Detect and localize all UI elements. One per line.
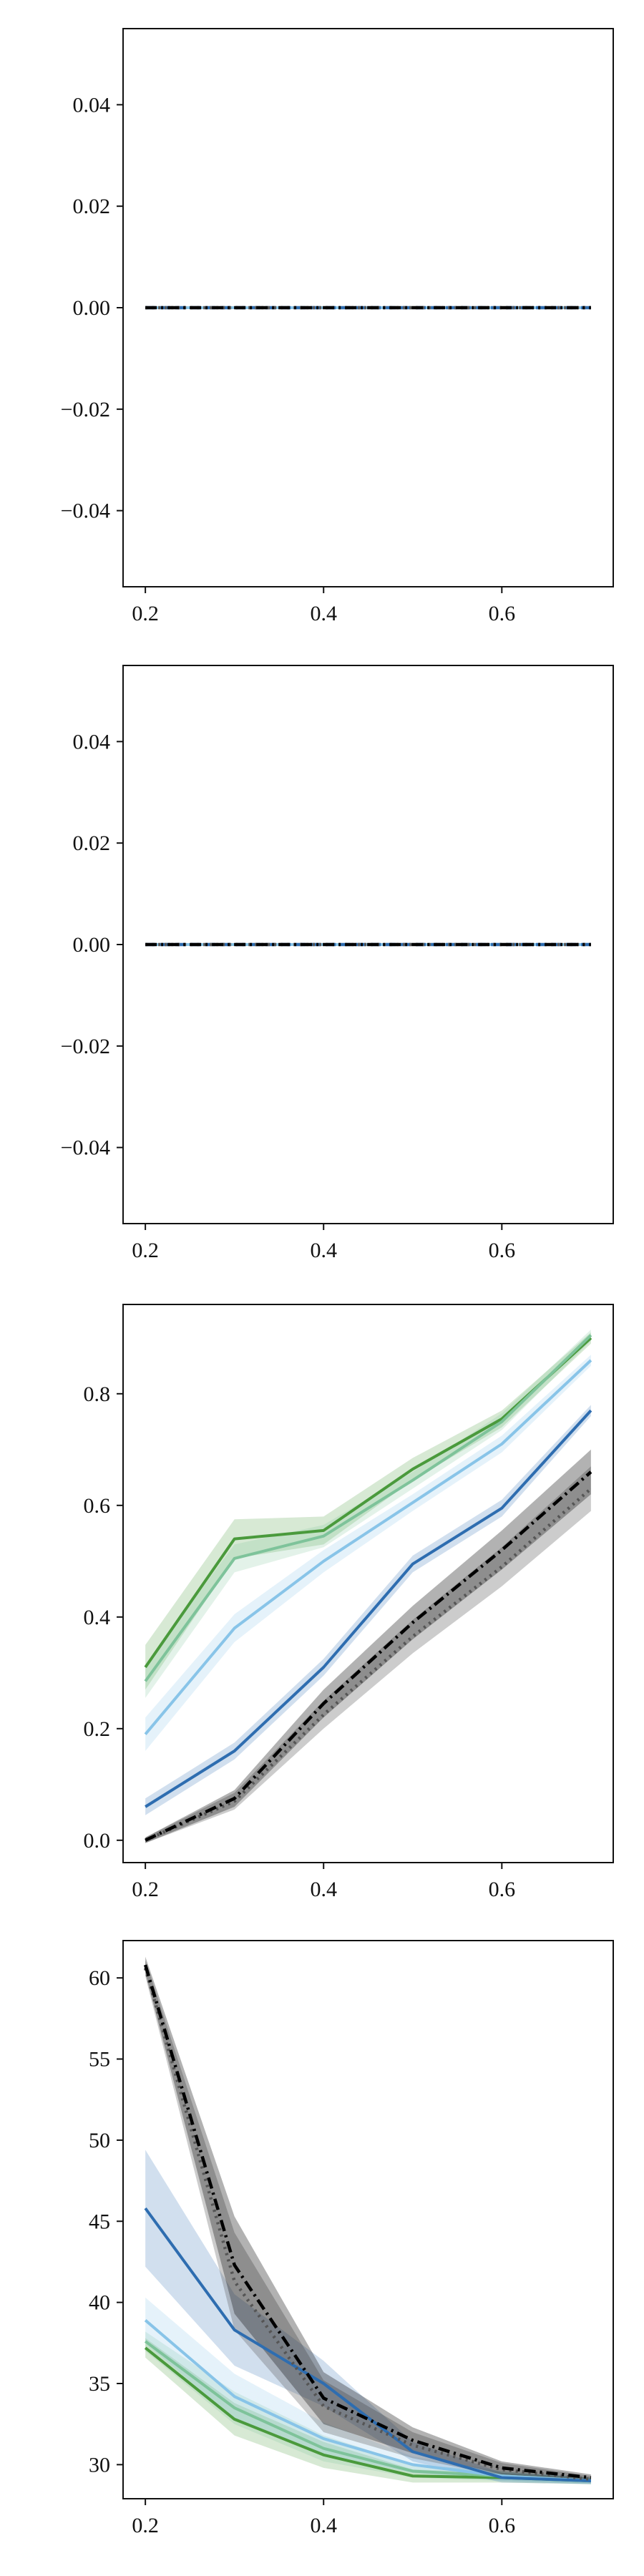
chart3-plot-area	[144, 1330, 592, 1843]
chart2-ytick-label: 0.02	[73, 831, 111, 855]
chart3-ytick-label: 0.4	[84, 1606, 111, 1629]
chart3-xtick-label: 0.6	[489, 1878, 516, 1901]
chart4-ytick-label: 45	[89, 2210, 110, 2233]
chart4-ytick-label: 55	[89, 2048, 110, 2072]
chart4-ytick-label: 50	[89, 2129, 110, 2152]
chart3-axes-frame	[122, 1304, 614, 1863]
chart3-series-2-band	[145, 1330, 591, 1698]
chart2-ytick-label: 0.04	[73, 730, 111, 753]
chart4-axes-frame	[122, 1940, 614, 2499]
chart1-ytick-label: −0.04	[61, 499, 110, 523]
chart1-ytick-label: 0.04	[73, 93, 111, 117]
chart4-series-5-band	[145, 1960, 591, 2483]
chart4-xtick-label: 0.2	[132, 2514, 159, 2537]
chart1-xtick-label: 0.4	[310, 602, 337, 625]
chart-panel-3: 0.8 0.6 0.4 0.2 0.0 0.2 0.4 0.6	[84, 1304, 614, 1901]
chart3-series-2-line	[144, 1334, 592, 1682]
chart-panel-2: 0.04 0.02 0.00 −0.02 −0.04 0.2 0.4 0.6	[61, 665, 614, 1262]
chart3-series-3-line	[144, 1359, 592, 1735]
chart2-xtick-label: 0.4	[310, 1239, 337, 1262]
chart1-ytick-label: 0.00	[73, 296, 111, 320]
chart4-plot-area	[143, 1956, 592, 2484]
chart4-ytick-label: 40	[89, 2291, 110, 2315]
chart3-xtick-label: 0.2	[132, 1878, 159, 1901]
chart3-ytick-label: 0.2	[84, 1717, 111, 1741]
chart2-xtick-label: 0.2	[132, 1239, 159, 1262]
chart4-xtick-label: 0.4	[310, 2514, 337, 2537]
chart-panel-4: 60 55 50 45 40 35 30 0.2 0.4 0.6	[89, 1940, 614, 2537]
chart2-ytick-label: −0.04	[61, 1136, 110, 1160]
chart-panel-1: 0.04 0.02 0.00 −0.02 −0.04 0.2 0.4 0.6	[61, 28, 614, 625]
chart3-series-6-line	[145, 1470, 592, 1842]
chart4-ytick-label: 60	[89, 1966, 110, 1990]
chart2-ytick-label: −0.02	[61, 1035, 110, 1058]
chart1-ytick-label: −0.02	[61, 398, 110, 421]
chart1-ytick-label: 0.02	[73, 195, 111, 218]
chart3-xtick-label: 0.4	[310, 1878, 337, 1901]
chart4-xtick-label: 0.6	[489, 2514, 516, 2537]
chart3-series-3-band	[145, 1355, 591, 1751]
chart4-series-4-line	[144, 2207, 591, 2483]
chart1-xtick-label: 0.6	[489, 602, 516, 625]
chart4-ytick-label: 30	[89, 2453, 110, 2477]
chart4-series-5-line	[143, 1967, 592, 2482]
chart3-ytick-label: 0.0	[84, 1829, 111, 1853]
chart4-series-1-band	[145, 2338, 591, 2484]
chart4-series-6-band	[145, 1956, 591, 2482]
chart4-series-6-line	[143, 1964, 592, 2479]
chart3-series-1-band	[145, 1332, 591, 1690]
chart4-series-3-band	[145, 2297, 591, 2484]
chart2-ytick-label: 0.00	[73, 933, 111, 957]
chart3-ytick-label: 0.8	[84, 1382, 111, 1406]
chart3-series-4-band	[145, 1405, 591, 1815]
chart2-xtick-label: 0.6	[489, 1239, 516, 1262]
chart1-xtick-label: 0.2	[132, 602, 159, 625]
chart4-ytick-label: 35	[89, 2372, 110, 2396]
chart3-series-4-line	[145, 1409, 592, 1808]
chart3-ytick-label: 0.6	[84, 1494, 111, 1518]
